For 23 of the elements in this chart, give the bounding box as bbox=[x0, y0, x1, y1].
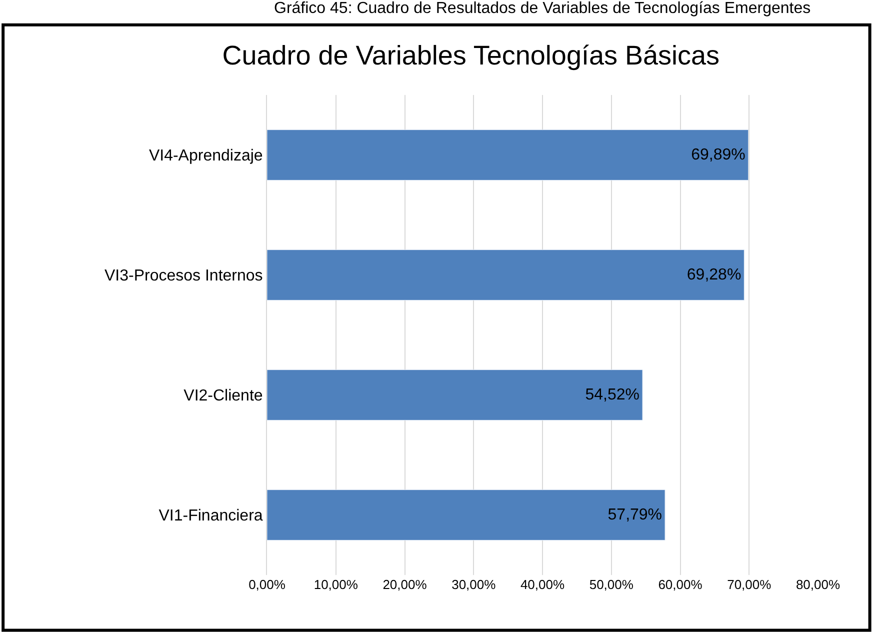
x-tick-label: 60,00% bbox=[658, 577, 703, 592]
data-label: 69,89% bbox=[691, 146, 746, 164]
y-tick-label: VI3-Procesos Internos bbox=[104, 268, 263, 285]
x-tick-label: 80,00% bbox=[796, 577, 840, 592]
x-tick-label: 0,00% bbox=[248, 577, 286, 592]
data-label: 69,28% bbox=[686, 266, 742, 284]
x-tick-label: 30,00% bbox=[452, 577, 496, 592]
chart-title: Cuadro de Variables Tecnologías Básicas bbox=[222, 40, 720, 70]
bar bbox=[267, 250, 744, 300]
bar bbox=[267, 130, 749, 180]
data-label: 57,79% bbox=[608, 506, 662, 524]
x-tick-label: 50,00% bbox=[589, 577, 634, 592]
bar bbox=[267, 490, 666, 540]
x-tick-label: 70,00% bbox=[727, 577, 772, 592]
y-tick-label: VI4-Aprendizaje bbox=[148, 148, 263, 165]
data-label: 54,52% bbox=[585, 386, 640, 404]
y-tick-label: VI1-Financiera bbox=[158, 508, 263, 525]
y-tick-label: VI2-Cliente bbox=[184, 388, 263, 405]
text: Gráfico 45: Cuadro de Resultados de Variables de Tecnologías Emergentes bbox=[274, 0, 811, 17]
x-tick-label: 10,00% bbox=[314, 577, 358, 592]
x-tick-label: 40,00% bbox=[520, 577, 565, 592]
bar bbox=[267, 370, 643, 420]
x-tick-label: 20,00% bbox=[382, 577, 428, 592]
